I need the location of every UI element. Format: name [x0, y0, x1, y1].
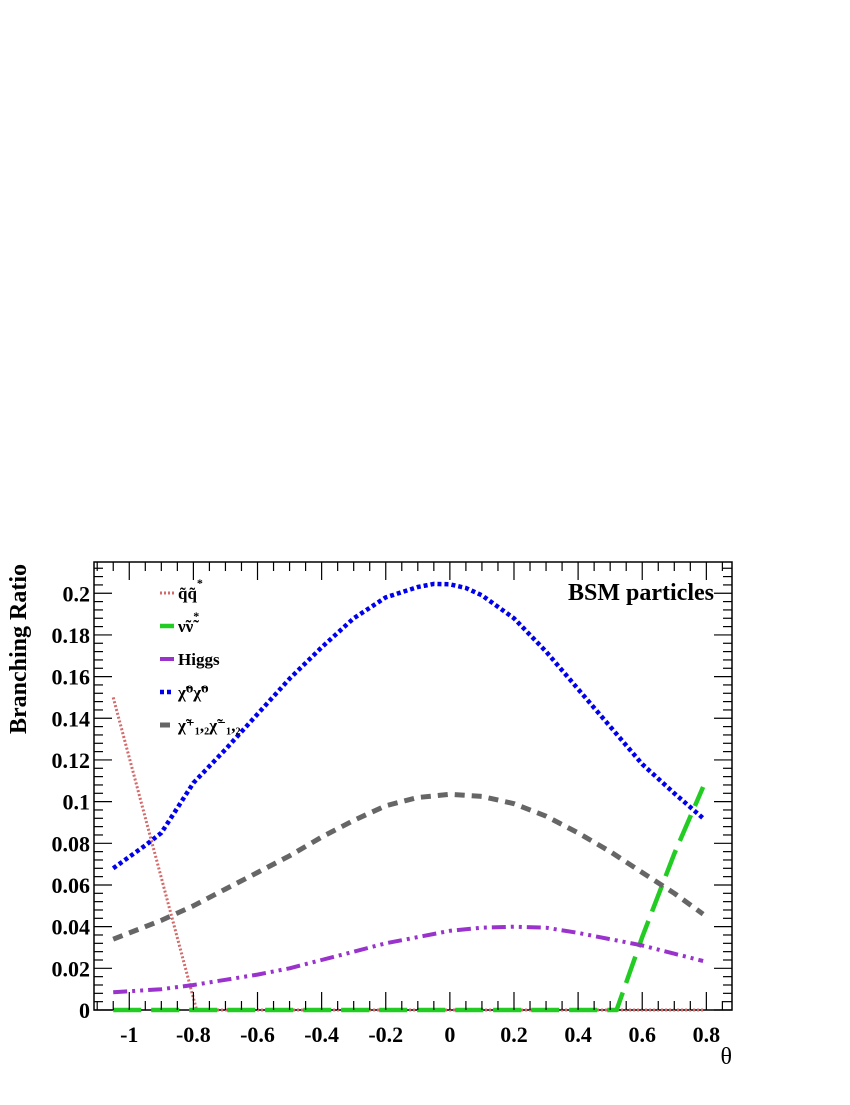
legend-label-0: q̃q̃*	[178, 576, 203, 603]
series-line-4	[112, 791, 705, 942]
y-axis-title: Branching Ratio	[6, 564, 32, 734]
y-tick-label: 0.18	[52, 623, 91, 648]
x-tick-label: -0.4	[304, 1022, 339, 1047]
y-tick-label: 0.16	[52, 665, 91, 690]
y-tick-label: 0.04	[52, 915, 91, 940]
x-tick-label: 0.8	[693, 1022, 721, 1047]
legend-label-3: χ̃⁰χ̃⁰	[177, 683, 209, 702]
x-tick-label: -1	[120, 1022, 138, 1047]
y-tick-label: 0.2	[63, 581, 91, 606]
y-tick-label: 0.02	[52, 956, 91, 981]
legend-label-4: χ̃⁺₁,₂χ̃⁻₁,₂	[177, 716, 241, 735]
legend-label-sup: *	[197, 576, 203, 590]
x-tick-label: 0.2	[500, 1022, 528, 1047]
legend-label-2: Higgs	[178, 650, 220, 669]
legend: q̃q̃* ν̃ν̃* Higgs χ̃⁰χ̃⁰ χ̃⁺₁,₂χ̃⁻₁,₂	[160, 576, 241, 735]
x-tick-label: 0.4	[564, 1022, 592, 1047]
ticks-layer: -1 -0.8 -0.6 -0.4 -0.2 0 0.2 0.4 0.6 0.8 0 0.02 0.04…	[52, 562, 732, 1047]
x-tick-label: -0.6	[240, 1022, 275, 1047]
x-tick-label: -0.8	[176, 1022, 211, 1047]
x-tick-label: -0.2	[368, 1022, 403, 1047]
legend-label-sup: *	[193, 609, 199, 623]
x-tick-label: 0.6	[628, 1022, 656, 1047]
x-axis-title: θ	[721, 1044, 733, 1070]
y-tick-label: 0.12	[52, 748, 91, 773]
marks-layer	[111, 581, 706, 1013]
y-tick-label: 0.08	[52, 831, 91, 856]
legend-label-1: ν̃ν̃*	[177, 609, 199, 636]
annotation-text: BSM particles	[568, 580, 714, 606]
y-tick-label: 0	[79, 998, 90, 1023]
y-tick-label: 0.06	[52, 873, 91, 898]
series-line-3	[111, 581, 705, 871]
series-line-2	[113, 924, 704, 995]
y-tick-label: 0.14	[52, 706, 91, 731]
series-line-1	[113, 786, 706, 1013]
x-tick-label: 0	[444, 1022, 455, 1047]
plot-frame	[93, 561, 733, 1011]
y-tick-label: 0.1	[63, 790, 91, 815]
